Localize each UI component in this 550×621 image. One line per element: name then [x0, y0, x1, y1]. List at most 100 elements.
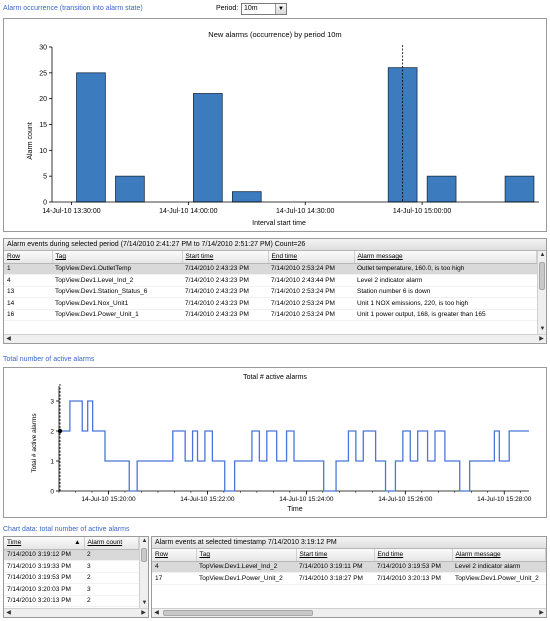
bar-chart-xlabel: Interval start time: [252, 220, 306, 227]
y-tick-label: 15: [39, 122, 47, 129]
events-column-header[interactable]: Alarm message: [354, 251, 537, 264]
table-cell: 17: [152, 572, 196, 585]
table-row[interactable]: 13 TopView.Dev1.Station_Status_6 7/14/2010…: [4, 286, 537, 298]
y-tick-label: 0: [50, 489, 54, 496]
scroll-left-icon[interactable]: ◀: [6, 336, 11, 342]
table-row[interactable]: 4 TopView.Dev1.Level_Ind_2 7/14/2010 2:43:…: [4, 274, 537, 287]
timestamp-events-column-header[interactable]: Row: [152, 549, 197, 562]
scroll-down-icon[interactable]: ▼: [539, 326, 546, 332]
table-cell: TopView.Dev1.OutletTemp: [52, 263, 182, 275]
table-cell: 3: [84, 560, 139, 573]
timestamp-events-column-header[interactable]: Start time: [296, 549, 375, 562]
bar[interactable]: [504, 175, 535, 203]
table-cell: 1: [4, 263, 52, 275]
y-tick-label: 3: [50, 399, 54, 406]
timestamp-events-hscroll[interactable]: ◀ ▶: [152, 608, 546, 617]
timestamp-events-column-header[interactable]: Tag: [196, 549, 297, 562]
active-alarms-series-line[interactable]: [59, 400, 529, 492]
chartdata-table[interactable]: Time ▲ Alarm count 7/14/2010 3:19:12 PM 2 7/…: [4, 537, 139, 607]
active-chart-panel[interactable]: Total # active alarms Total # active ala…: [3, 367, 547, 518]
y-tick-label: 20: [39, 96, 47, 103]
table-row[interactable]: 7/14/2010 3:19:53 PM 2: [4, 572, 139, 584]
table-cell: 4: [4, 274, 52, 287]
scroll-left-icon[interactable]: ◀: [154, 610, 159, 616]
y-tick-label: 0: [43, 200, 47, 207]
table-cell: 7/14/2010 3:19:53 PM: [4, 572, 84, 584]
events-column-header[interactable]: Tag: [52, 251, 183, 264]
line-chart-ylabel: Total # active alarms: [31, 413, 38, 473]
table-cell: 13: [4, 286, 52, 298]
table-cell: 7/14/2010 2:53:24 PM: [268, 286, 354, 298]
timestamp-events-column-header[interactable]: End time: [374, 549, 453, 562]
bar[interactable]: [193, 93, 223, 203]
table-cell: 7/14/2010 3:20:13 PM: [4, 595, 84, 607]
line-chart-title: Total # active alarms: [243, 374, 307, 381]
table-cell: 7/14/2010 3:19:12 PM: [4, 549, 84, 561]
period-events-hscroll[interactable]: ◀ ▶: [4, 334, 546, 343]
table-row[interactable]: 1 TopView.Dev1.OutletTemp 7/14/2010 2:43:2…: [4, 263, 537, 275]
table-cell: 16: [4, 309, 52, 321]
line-chart-xlabel: Time: [287, 506, 302, 513]
x-tick-label: 14-Jul-10 15:00:00: [393, 208, 451, 215]
scroll-up-icon[interactable]: ▲: [539, 252, 546, 258]
table-row[interactable]: 7/14/2010 3:19:12 PM 2: [4, 549, 139, 561]
scroll-right-icon[interactable]: ▶: [539, 610, 544, 616]
table-row[interactable]: 14 TopView.Dev1.Nox_Unit1 7/14/2010 2:43:2…: [4, 297, 537, 310]
bar[interactable]: [231, 191, 262, 203]
table-cell: TopView.Dev1.Level_Ind_2: [52, 274, 182, 287]
occurrence-bar-chart[interactable]: New alarms (occurrence) by period 10m Al…: [4, 19, 546, 231]
table-cell: 7/14/2010 2:43:23 PM: [182, 263, 268, 275]
table-row[interactable]: 16 TopView.Dev1.Power_Unit_1 7/14/2010 2:4…: [4, 309, 537, 321]
bar[interactable]: [115, 175, 145, 203]
occurrence-section-title: Alarm occurrence (transition into alarm …: [3, 5, 143, 12]
table-row[interactable]: 17 TopView.Dev1.Power_Unit_2 7/14/2010 3:1…: [152, 572, 546, 585]
events-column-header[interactable]: Row: [4, 251, 53, 264]
chartdata-column-header[interactable]: Time ▲: [4, 537, 85, 550]
scroll-thumb[interactable]: [163, 610, 313, 616]
active-alarms-line-chart[interactable]: Total # active alarms Total # active ala…: [4, 368, 546, 517]
period-select[interactable]: 10m ▼: [241, 3, 287, 15]
table-cell: 7/14/2010 3:19:53 PM: [374, 561, 452, 573]
table-cell: 7/14/2010 2:43:23 PM: [182, 274, 268, 287]
table-cell: Unit 1 NOX emissions, 220, is too high: [354, 297, 537, 310]
selected-point-marker[interactable]: [57, 428, 63, 434]
y-tick-label: 25: [39, 70, 47, 77]
table-cell: 7/14/2010 3:20:13 PM: [374, 572, 452, 585]
scroll-down-icon[interactable]: ▼: [141, 600, 148, 606]
table-row[interactable]: 7/14/2010 3:20:03 PM 3: [4, 583, 139, 596]
table-cell: TopView.Dev1.Power_Unit_2: [196, 572, 296, 585]
timestamp-events-column-header[interactable]: Alarm message: [452, 549, 546, 562]
x-tick-label: 14-Jul-10 15:22:00: [180, 496, 235, 503]
bar[interactable]: [76, 72, 106, 203]
table-cell: 14: [4, 297, 52, 310]
occurrence-chart-panel[interactable]: New alarms (occurrence) by period 10m Al…: [3, 18, 547, 232]
bar[interactable]: [426, 175, 457, 203]
scroll-right-icon[interactable]: ▶: [141, 610, 146, 616]
y-tick-label: 5: [43, 174, 47, 181]
scroll-right-icon[interactable]: ▶: [539, 336, 544, 342]
events-column-header[interactable]: End time: [268, 251, 355, 264]
x-tick-label: 14-Jul-10 15:28:00: [477, 496, 532, 503]
table-row[interactable]: 7/14/2010 3:20:13 PM 2: [4, 595, 139, 607]
table-cell: 3: [84, 583, 139, 596]
period-select-value: 10m: [244, 5, 258, 12]
scroll-up-icon[interactable]: ▲: [141, 538, 148, 544]
table-row[interactable]: 4 TopView.Dev1.Level_Ind_2 7/14/2010 3:19:…: [152, 561, 546, 573]
chartdata-hscroll[interactable]: ◀ ▶: [4, 608, 148, 617]
sort-ascending-icon: ▲: [74, 539, 81, 547]
period-events-vscroll[interactable]: ▲ ▼: [537, 251, 546, 334]
table-cell: Level 2 indicator alarm: [354, 274, 537, 287]
scroll-thumb[interactable]: [141, 548, 147, 562]
scroll-left-icon[interactable]: ◀: [6, 610, 11, 616]
chartdata-column-header[interactable]: Alarm count: [84, 537, 139, 550]
table-row[interactable]: 7/14/2010 3:19:33 PM 3: [4, 560, 139, 573]
table-cell: TopView.Dev1.Nox_Unit1: [52, 297, 182, 310]
table-cell: 7/14/2010 2:53:24 PM: [268, 297, 354, 310]
events-column-header[interactable]: Start time: [182, 251, 269, 264]
table-cell: 7/14/2010 2:43:23 PM: [182, 286, 268, 298]
chevron-down-icon[interactable]: ▼: [275, 4, 286, 14]
scroll-thumb[interactable]: [539, 262, 545, 290]
chartdata-vscroll[interactable]: ▲ ▼: [139, 537, 148, 608]
